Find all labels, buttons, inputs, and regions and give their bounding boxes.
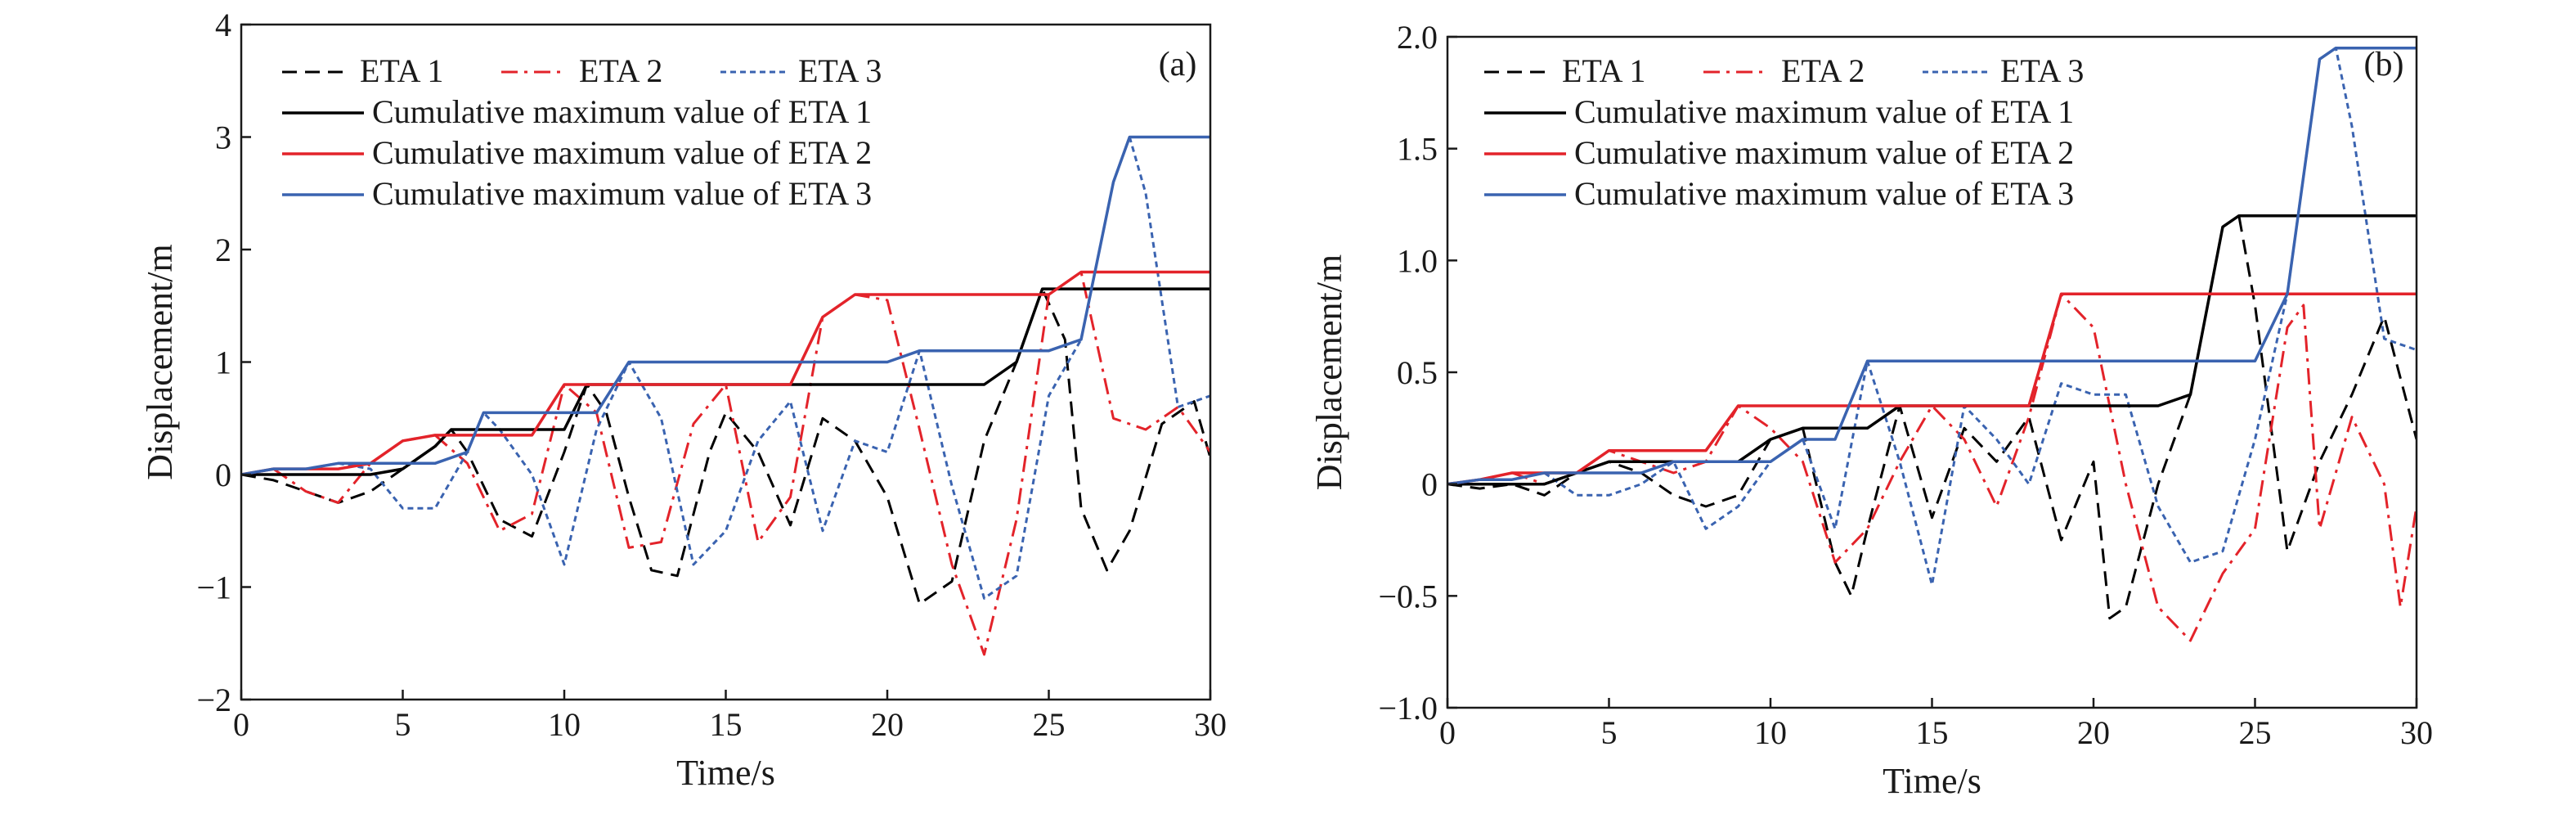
legend-label-6: Cumulative maximum value of ETA 3 <box>1574 175 2074 212</box>
y-tick-label: 3 <box>215 119 231 156</box>
x-tick-label: 20 <box>871 706 904 743</box>
x-tick-label: 15 <box>710 706 743 743</box>
y-tick-label: 1 <box>215 344 231 381</box>
legend-label-6: Cumulative maximum value of ETA 3 <box>372 175 872 212</box>
series-line-2 <box>1447 292 2417 642</box>
series-line-4 <box>241 287 1210 476</box>
x-tick-label: 10 <box>1754 714 1787 751</box>
y-tick-label: 0 <box>215 457 231 493</box>
y-tick-label: 4 <box>215 7 231 43</box>
legend-label-4: Cumulative maximum value of ETA 1 <box>372 93 872 130</box>
legend-label-3: ETA 3 <box>798 52 882 89</box>
x-tick-label: 5 <box>1601 714 1618 751</box>
y-tick-label: 0.5 <box>1397 354 1438 391</box>
x-tick-label: 0 <box>233 706 249 743</box>
series-line-3 <box>1447 47 2417 587</box>
x-tick-label: 10 <box>548 706 581 743</box>
series-lines <box>241 135 1210 656</box>
legend-label-3: ETA 3 <box>2000 52 2084 89</box>
y-tick-label: 2 <box>215 232 231 268</box>
y-tick-label: 2.0 <box>1397 19 1438 56</box>
y-tick-label: −0.5 <box>1378 578 1438 614</box>
x-tick-label: 15 <box>1916 714 1949 751</box>
legend-label-1: ETA 1 <box>360 52 443 89</box>
series-line-3 <box>241 136 1210 600</box>
x-tick-label: 25 <box>1033 706 1066 743</box>
series-line-1 <box>241 287 1210 605</box>
series-lines <box>1447 46 2417 642</box>
x-tick-label: 0 <box>1439 714 1456 751</box>
legend-label-2: ETA 2 <box>1781 52 1865 89</box>
legend-label-5: Cumulative maximum value of ETA 2 <box>372 134 872 171</box>
legend-label-1: ETA 1 <box>1562 52 1645 89</box>
panel-label: (b) <box>2364 46 2404 83</box>
x-tick-label: 25 <box>2239 714 2272 751</box>
x-tick-label: 20 <box>2077 714 2110 751</box>
series-line-4 <box>1447 214 2417 486</box>
chart-panel-a: 0 5 10 15 20 25 30 −2 −1 0 1 2 3 4 Time/s Displacement/… <box>140 7 1227 793</box>
y-tick-label: 1.0 <box>1397 242 1438 279</box>
series-line-5 <box>241 270 1210 476</box>
y-tick-label: −1 <box>196 569 231 606</box>
x-axis-title: Time/s <box>1883 761 1981 801</box>
legend-label-4: Cumulative maximum value of ETA 1 <box>1574 93 2074 130</box>
panel-label: (a) <box>1159 46 1197 83</box>
y-tick-label: 1.5 <box>1397 131 1438 168</box>
series-line-6 <box>241 135 1210 476</box>
legend: ETA 1 ETA 2 ETA 3 Cumulative maximum value … <box>282 52 882 212</box>
y-tick-label: 0 <box>1421 466 1438 503</box>
y-axis-title: Displacement/m <box>1309 254 1349 490</box>
y-tick-label: −2 <box>196 682 231 718</box>
y-axis-title: Displacement/m <box>140 244 180 479</box>
x-tick-label: 30 <box>1194 706 1227 743</box>
series-line-6 <box>1447 46 2417 486</box>
legend: ETA 1 ETA 2 ETA 3 Cumulative maximum value … <box>1484 52 2084 212</box>
series-line-5 <box>1447 292 2417 486</box>
chart-panel-b: 0 5 10 15 20 25 30 −1.0 −0.5 0 0.5 1.0 1.5 2.0 Time/s D… <box>1309 19 2433 801</box>
series-line-1 <box>1447 214 2417 620</box>
legend-label-2: ETA 2 <box>579 52 662 89</box>
y-tick-label: −1.0 <box>1378 690 1438 727</box>
x-tick-label: 30 <box>2400 714 2433 751</box>
legend-label-5: Cumulative maximum value of ETA 2 <box>1574 134 2074 171</box>
x-axis-title: Time/s <box>676 753 775 793</box>
x-tick-label: 5 <box>395 706 411 743</box>
